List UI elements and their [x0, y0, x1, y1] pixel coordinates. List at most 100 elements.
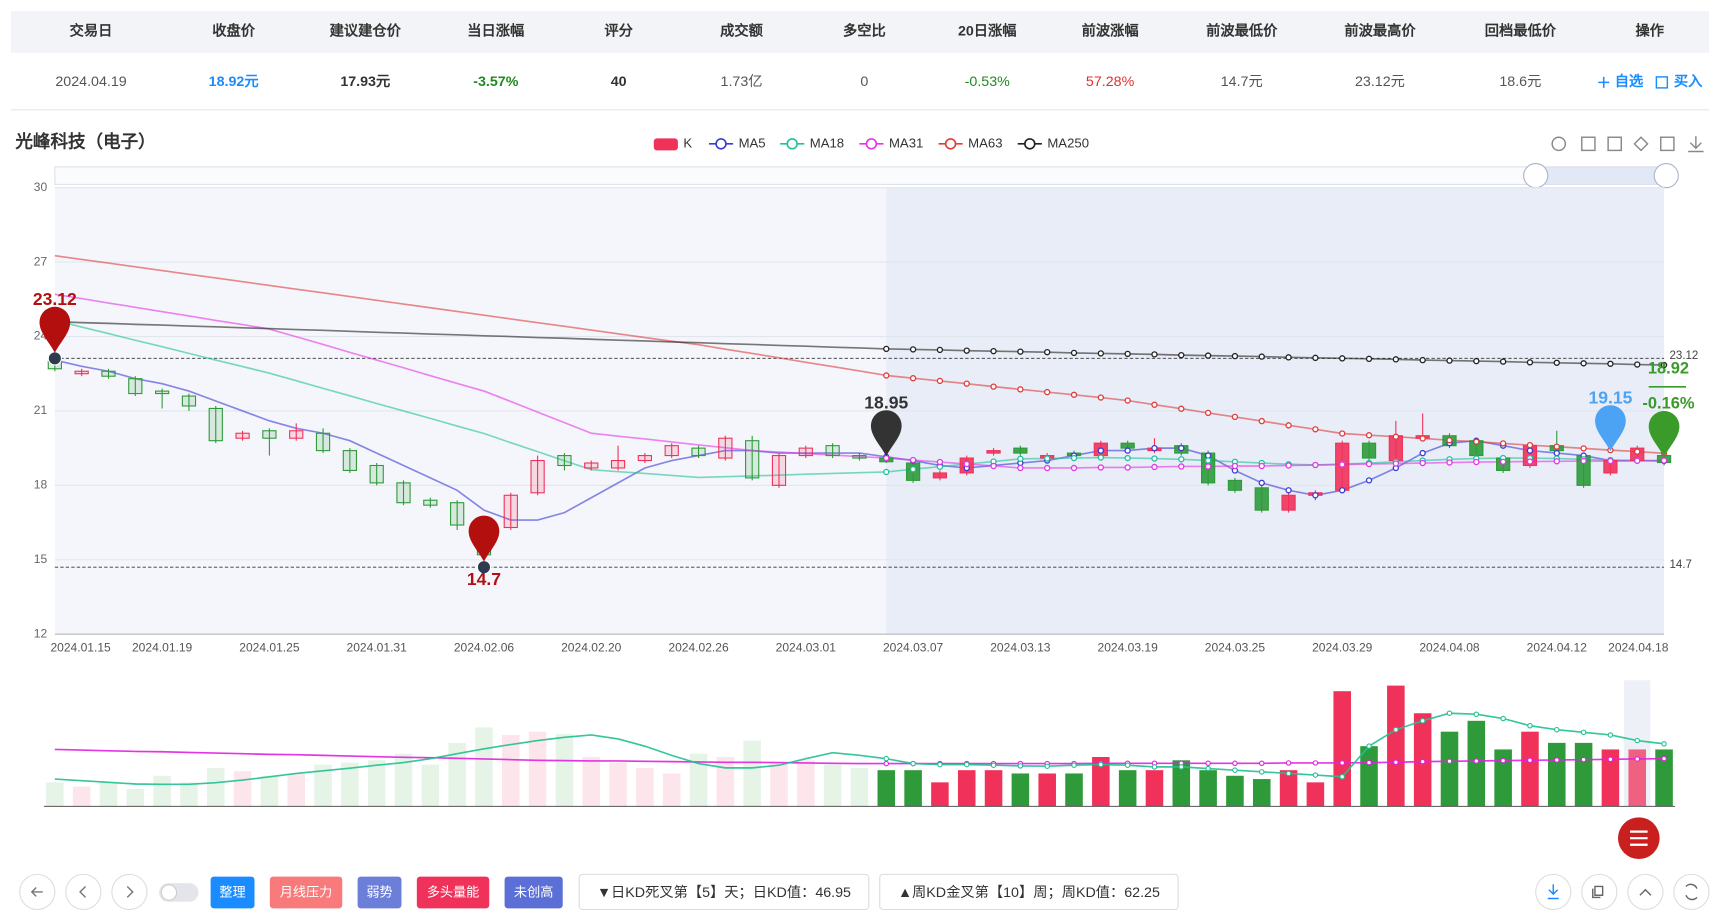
ma-point [963, 347, 970, 354]
volume-ma-point [1098, 761, 1104, 768]
ma-point [883, 372, 890, 379]
ma-point [990, 347, 997, 355]
tag[interactable] [357, 876, 402, 909]
tag[interactable] [416, 876, 490, 909]
pin [468, 515, 500, 562]
legend-label: MA31 [889, 135, 923, 150]
y-tick-label: 30 [34, 180, 48, 194]
volume-ma-point [1205, 760, 1211, 767]
zoom-window[interactable] [1535, 166, 1667, 185]
watchlist-action[interactable]: 自选 [1615, 72, 1644, 90]
ma-point [990, 462, 997, 470]
tag-label: 未创高 [514, 884, 553, 900]
ma-point [1204, 352, 1212, 359]
candle-body [1120, 442, 1135, 449]
ma-point [1017, 464, 1024, 472]
tool-refresh[interactable] [1551, 136, 1567, 152]
ma-point [936, 377, 944, 385]
volume-bar [957, 770, 976, 807]
zoom-handle[interactable] [1523, 163, 1549, 189]
legend-icon [786, 138, 798, 150]
ma-point [1526, 447, 1534, 454]
volume-ma-point [1446, 710, 1453, 716]
ma-point [1285, 462, 1292, 469]
ma-point [1044, 464, 1051, 472]
ma-point [883, 468, 890, 476]
ma-point [1365, 355, 1373, 363]
candle-body [235, 432, 250, 439]
action-button[interactable] [1627, 873, 1664, 911]
ma-point [1151, 463, 1158, 471]
ma-point [1553, 458, 1560, 465]
ma-point [1660, 457, 1668, 464]
volume-bar [1038, 773, 1056, 807]
nav-button[interactable] [111, 873, 148, 911]
column-header: 回档最低价 [1485, 22, 1557, 40]
ma-point [990, 383, 997, 390]
ma-point [1017, 455, 1024, 462]
tool-brush[interactable] [1660, 136, 1675, 152]
ma-point [1419, 449, 1426, 457]
ma-point [1392, 460, 1400, 467]
ma-point [1124, 454, 1131, 462]
volume-bar [1601, 749, 1620, 807]
ma-point [1204, 409, 1212, 417]
candle-body [610, 459, 626, 469]
volume-bar [206, 767, 225, 807]
ma-point [1446, 357, 1453, 364]
action-icon [1547, 884, 1559, 900]
column-header: 操作 [1636, 22, 1665, 40]
cell: 1.73亿 [721, 73, 763, 90]
candle-body [450, 502, 465, 526]
ma-point [909, 456, 917, 464]
nav-icon [126, 885, 134, 898]
volume-bar [72, 786, 91, 807]
volume-bar [99, 782, 118, 807]
legend-label: MA5 [739, 135, 766, 150]
action-button[interactable] [1673, 873, 1710, 911]
tag-label: 弱势 [366, 885, 392, 900]
volume-ma-point [1527, 757, 1533, 764]
ma-point [1580, 360, 1587, 367]
tool-restore[interactable] [1633, 136, 1649, 152]
volume-bar [153, 775, 171, 807]
chart-tools[interactable] [1551, 136, 1704, 153]
action-button[interactable] [1581, 873, 1618, 911]
tool-zoom-back[interactable] [1607, 136, 1622, 152]
volume-bar [770, 762, 788, 807]
cell: -0.53% [965, 74, 1010, 90]
candle-body [584, 462, 599, 469]
ma-point [1097, 464, 1105, 471]
column-header: 交易日 [70, 22, 113, 40]
tool-zoom[interactable] [1581, 136, 1596, 152]
tag[interactable] [269, 876, 343, 909]
ma-point [1499, 440, 1507, 447]
nav-button[interactable] [65, 873, 102, 911]
zoom-slider[interactable] [54, 166, 1668, 185]
buy-action[interactable]: 买入 [1674, 73, 1703, 90]
column-header: 前波涨幅 [1082, 22, 1139, 40]
x-tick-label: 2024.01.31 [347, 641, 408, 655]
candle-body [262, 430, 277, 439]
volume-ma-point [1580, 729, 1587, 736]
ma-point [963, 460, 970, 468]
ma-point [1607, 360, 1614, 367]
volume-ma-point [1366, 759, 1372, 766]
zoom-handle[interactable] [1653, 163, 1679, 189]
volume-bar [1252, 779, 1271, 807]
candle-body [181, 395, 197, 407]
cell: 18.6元 [1499, 74, 1541, 90]
ma-point [1285, 487, 1292, 494]
ma-point [1178, 463, 1185, 470]
volume-ma-point [1312, 760, 1319, 766]
pin-label: 18.95 [864, 392, 908, 412]
tag[interactable] [504, 876, 563, 909]
tag[interactable] [210, 876, 255, 909]
candle-body [932, 472, 948, 479]
candle-body [637, 455, 653, 462]
volume-bar [314, 764, 332, 807]
tool-save[interactable] [1688, 136, 1704, 153]
pin-label: 19.15 [1588, 387, 1632, 407]
candle-body [986, 450, 1001, 454]
